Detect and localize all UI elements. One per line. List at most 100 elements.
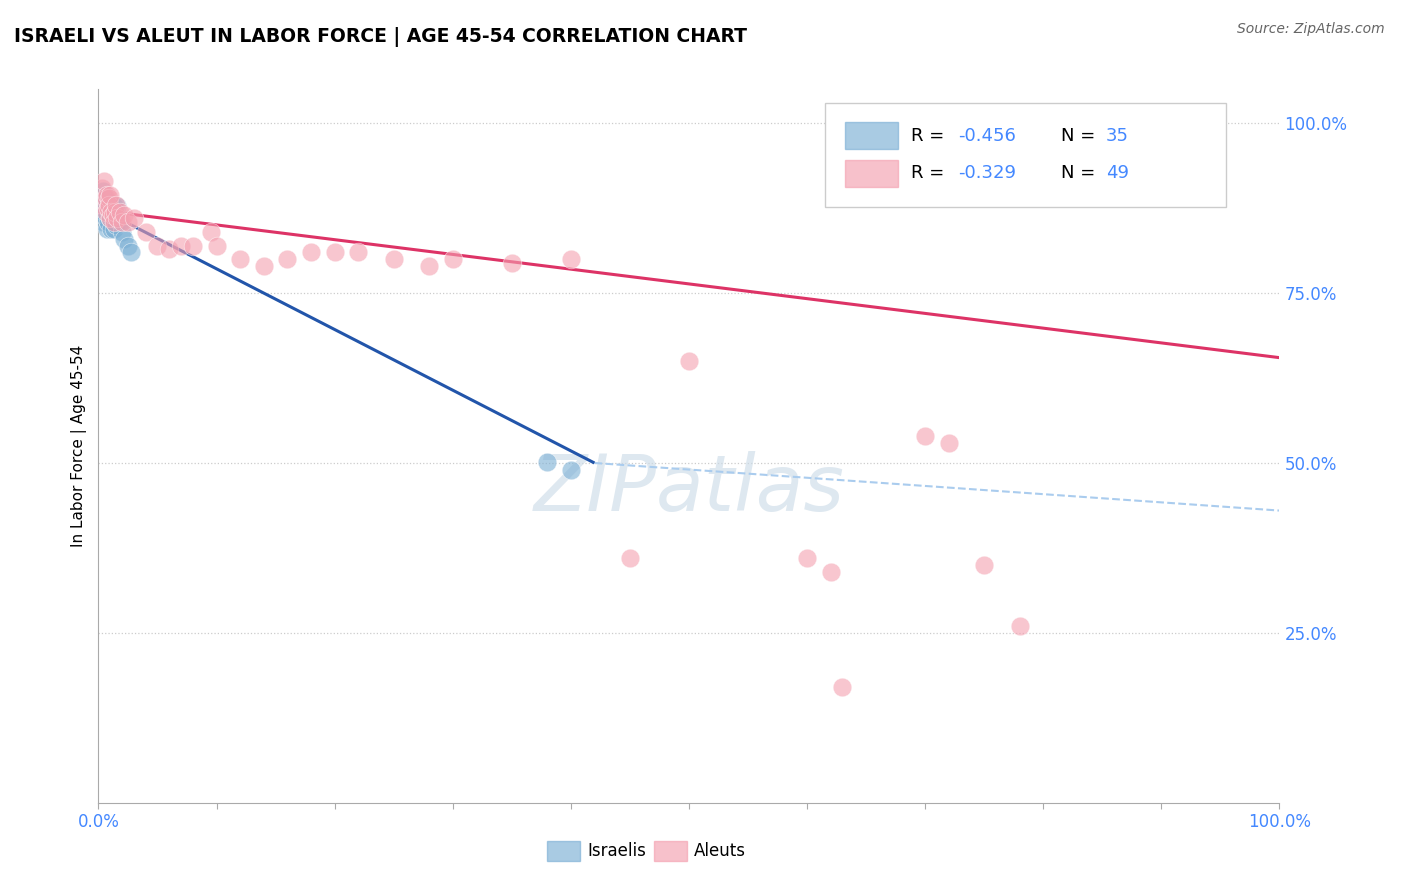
Point	[94, 192, 117, 206]
Point	[170, 238, 193, 252]
Text: N =: N =	[1062, 127, 1101, 145]
Point	[501, 255, 523, 269]
Point	[181, 238, 204, 252]
Point	[441, 252, 464, 266]
Point	[299, 245, 322, 260]
Point	[103, 221, 125, 235]
Point	[101, 201, 124, 215]
Point	[200, 225, 222, 239]
Point	[104, 204, 127, 219]
FancyBboxPatch shape	[654, 841, 686, 862]
Point	[93, 174, 115, 188]
Point	[94, 211, 117, 226]
Point	[107, 211, 129, 226]
Point	[105, 199, 128, 213]
Text: N =: N =	[1062, 164, 1101, 182]
Point	[98, 198, 121, 212]
Point	[98, 187, 121, 202]
Point	[157, 242, 180, 256]
Point	[382, 252, 405, 266]
Point	[796, 551, 818, 566]
Point	[112, 208, 135, 222]
Text: -0.329: -0.329	[959, 164, 1017, 182]
Text: R =: R =	[911, 127, 950, 145]
Point	[100, 204, 122, 219]
FancyBboxPatch shape	[825, 103, 1226, 207]
Point	[101, 211, 124, 226]
Point	[820, 565, 842, 579]
Point	[111, 215, 134, 229]
Point	[98, 211, 121, 226]
Point	[96, 221, 118, 235]
Point	[90, 201, 112, 215]
Point	[97, 201, 120, 215]
Point	[121, 245, 143, 260]
Point	[678, 354, 700, 368]
Point	[91, 215, 114, 229]
Point	[96, 194, 118, 209]
Point	[117, 238, 139, 252]
Point	[98, 198, 121, 212]
Point	[111, 225, 134, 239]
Point	[91, 180, 114, 194]
Point	[122, 211, 145, 226]
Text: Aleuts: Aleuts	[693, 842, 745, 860]
Point	[104, 204, 127, 219]
Point	[97, 201, 120, 215]
Point	[105, 208, 128, 222]
Point	[938, 435, 960, 450]
Point	[973, 558, 995, 572]
Point	[94, 204, 117, 219]
Point	[112, 232, 135, 246]
Point	[418, 259, 440, 273]
Point	[98, 204, 121, 219]
Point	[560, 463, 582, 477]
Point	[98, 208, 121, 222]
Point	[108, 215, 131, 229]
Text: R =: R =	[911, 164, 950, 182]
Point	[105, 211, 128, 226]
Y-axis label: In Labor Force | Age 45-54: In Labor Force | Age 45-54	[72, 345, 87, 547]
Point	[323, 245, 346, 260]
Text: ZIPatlas: ZIPatlas	[533, 450, 845, 527]
Point	[205, 238, 228, 252]
Text: -0.456: -0.456	[959, 127, 1017, 145]
Point	[91, 184, 114, 198]
Point	[135, 225, 157, 239]
Point	[831, 680, 853, 694]
Point	[1008, 619, 1031, 633]
Point	[276, 252, 298, 266]
Point	[536, 455, 558, 469]
Text: 35: 35	[1107, 127, 1129, 145]
Point	[105, 198, 128, 212]
Point	[146, 238, 169, 252]
Point	[100, 204, 122, 219]
Point	[103, 199, 125, 213]
Point	[96, 187, 118, 202]
Point	[117, 215, 139, 229]
Point	[100, 221, 122, 235]
Point	[103, 215, 125, 229]
Text: Israelis: Israelis	[588, 842, 647, 860]
Point	[91, 198, 114, 212]
Point	[98, 191, 121, 205]
FancyBboxPatch shape	[845, 122, 898, 149]
Point	[91, 194, 114, 209]
Point	[560, 252, 582, 266]
Point	[94, 191, 117, 205]
Point	[105, 218, 128, 232]
Point	[347, 245, 370, 260]
Text: 49: 49	[1107, 164, 1129, 182]
FancyBboxPatch shape	[547, 841, 581, 862]
Point	[98, 211, 121, 226]
Point	[108, 204, 131, 219]
Point	[253, 259, 276, 273]
Point	[93, 204, 115, 219]
Text: Source: ZipAtlas.com: Source: ZipAtlas.com	[1237, 22, 1385, 37]
Point	[97, 215, 120, 229]
Point	[914, 429, 936, 443]
Point	[619, 551, 641, 566]
Text: ISRAELI VS ALEUT IN LABOR FORCE | AGE 45-54 CORRELATION CHART: ISRAELI VS ALEUT IN LABOR FORCE | AGE 45…	[14, 27, 747, 46]
Point	[98, 201, 121, 215]
Point	[93, 194, 115, 209]
